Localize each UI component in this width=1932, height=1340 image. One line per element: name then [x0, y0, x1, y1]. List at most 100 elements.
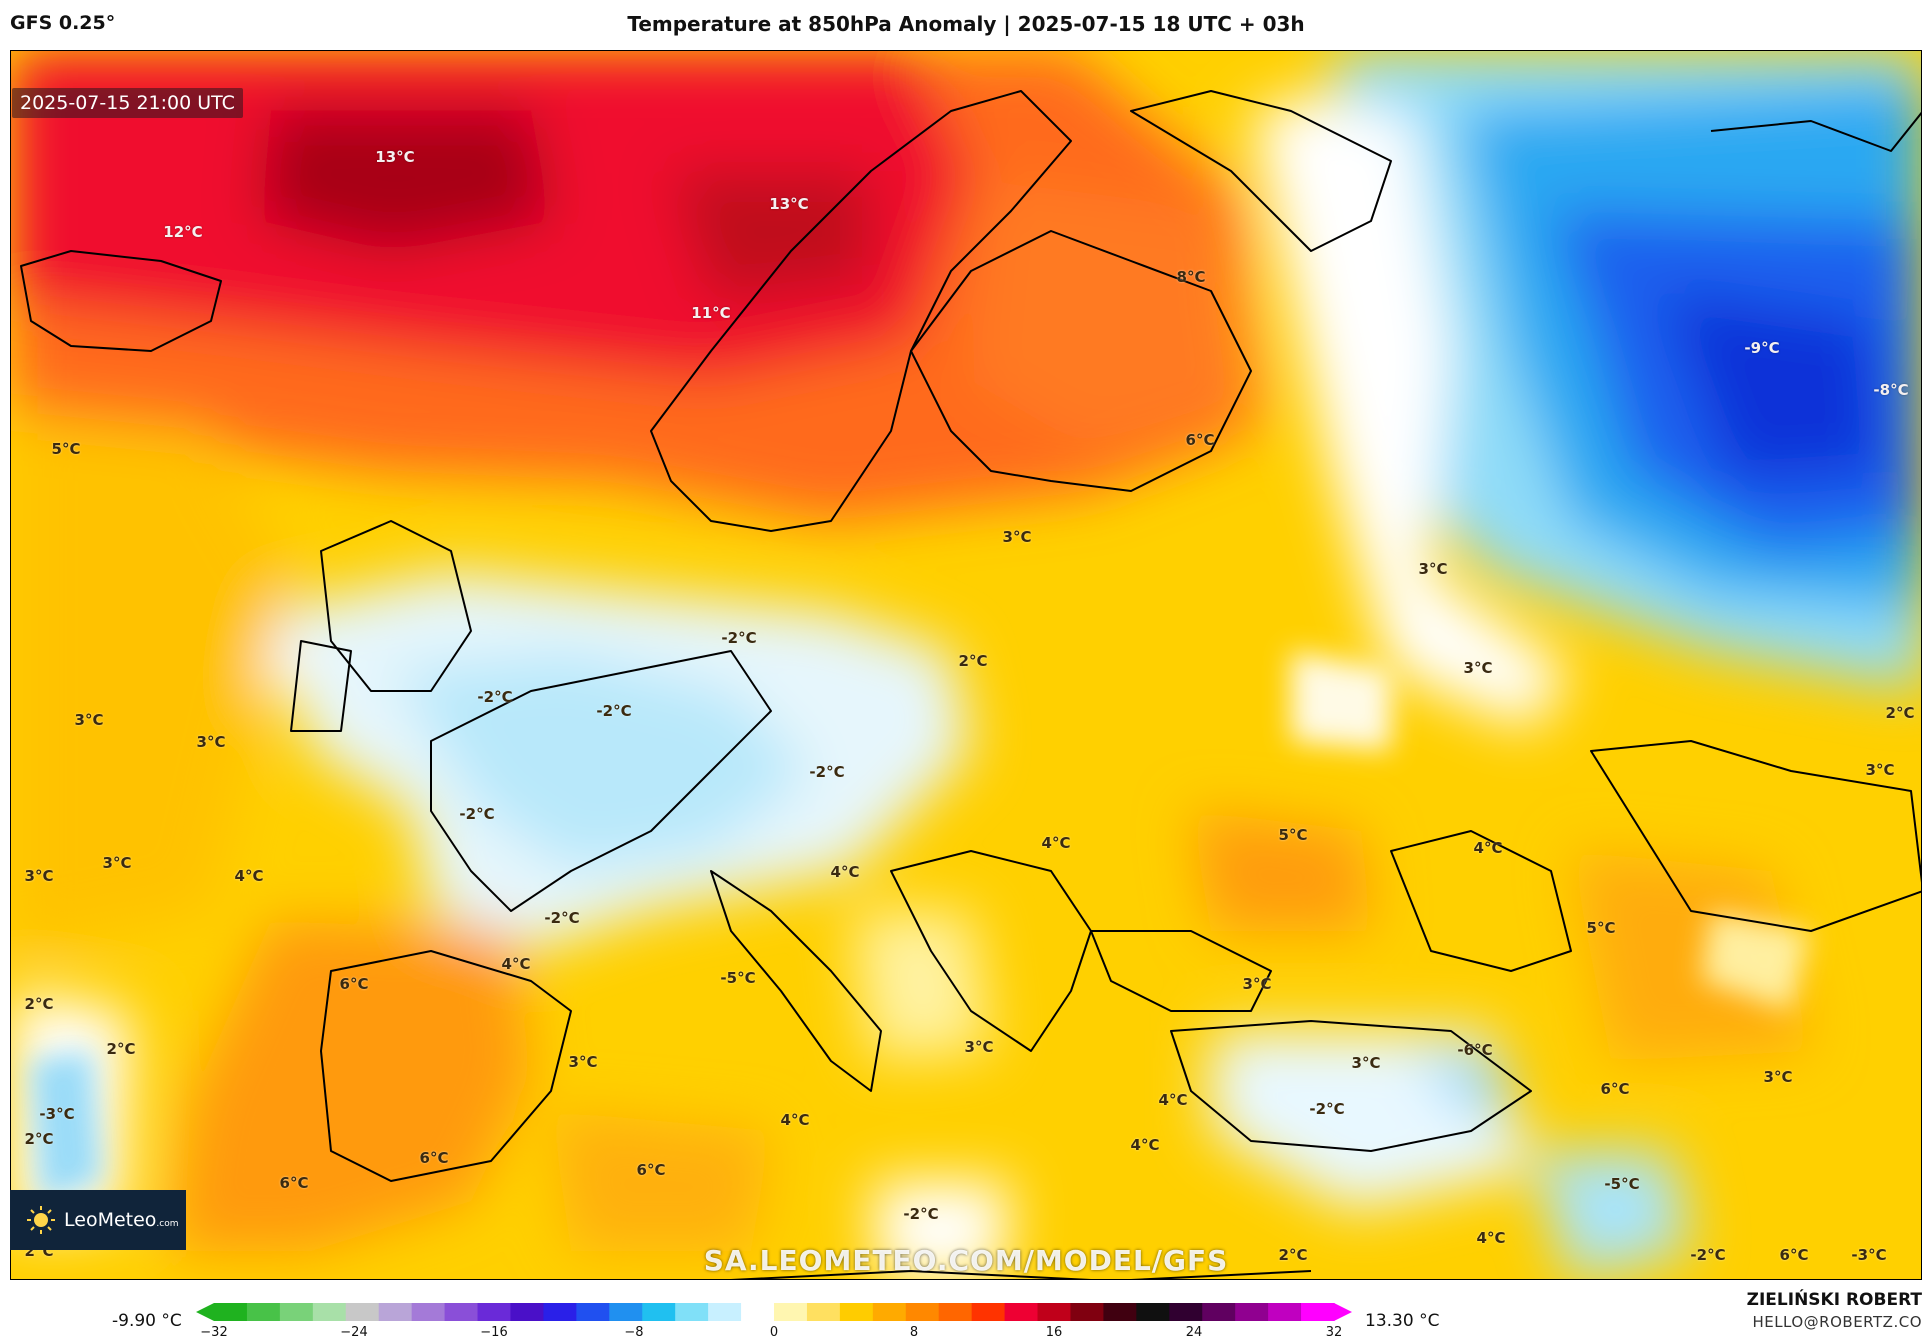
colorbar-cell — [642, 1303, 676, 1321]
contour-label: -2°C — [903, 1205, 939, 1223]
colorbar-cell — [1136, 1303, 1170, 1321]
contour-label: 6°C — [419, 1149, 449, 1167]
contour-label: 12°C — [163, 223, 203, 241]
contour-label: 3°C — [1242, 975, 1272, 993]
colorbar-cell — [214, 1303, 248, 1321]
map-area[interactable]: 13°C 13°C 12°C 11°C 8°C 6°C 5°C -9°C -8°… — [10, 50, 1922, 1280]
contour-label: -2°C — [721, 629, 757, 647]
contour-label: -5°C — [1604, 1175, 1640, 1193]
sun-icon — [27, 1206, 55, 1234]
contour-label: 3°C — [1351, 1054, 1381, 1072]
contour-label: 6°C — [279, 1174, 309, 1192]
contour-label: 5°C — [1586, 919, 1616, 937]
contour-label: 2°C — [958, 652, 988, 670]
logo-text: LeoMeteo.com — [64, 1209, 179, 1231]
colorbar-max-cap — [1334, 1303, 1352, 1321]
contour-label: -2°C — [596, 702, 632, 720]
colorbar-cell — [774, 1303, 808, 1321]
colorbar-min-cap — [196, 1303, 214, 1321]
colorbar-cell — [279, 1303, 314, 1321]
contour-label: 2°C — [106, 1040, 136, 1058]
colorbar-cell — [1169, 1303, 1203, 1321]
contour-label: -2°C — [1690, 1246, 1726, 1264]
contour-label: 3°C — [964, 1038, 994, 1056]
colorbar-cell — [1301, 1303, 1335, 1321]
colorbar-cell — [1004, 1303, 1039, 1321]
contour-label: 3°C — [1002, 528, 1032, 546]
colorbar-cell — [1103, 1303, 1137, 1321]
contour-label: -9°C — [1744, 339, 1780, 357]
contour-label: 3°C — [102, 854, 132, 872]
contour-label: -2°C — [477, 688, 513, 706]
contour-label: 6°C — [339, 975, 369, 993]
contour-label: -2°C — [809, 763, 845, 781]
contour-label: 4°C — [1041, 834, 1071, 852]
contour-label: 2°C — [1278, 1246, 1308, 1264]
colorbar-min-label: -9.90 °C — [112, 1311, 182, 1331]
colorbar-cell — [378, 1303, 413, 1321]
site-watermark: SA.LEOMETEO.COM/MODEL/GFS — [703, 1244, 1229, 1277]
colorbar-cell — [675, 1303, 709, 1321]
contour-label: -3°C — [39, 1105, 75, 1123]
valid-time-badge: 2025-07-15 21:00 UTC — [12, 88, 243, 118]
colorbar-cell — [938, 1303, 973, 1321]
colorbar-cell — [477, 1303, 512, 1321]
colorbar-tick-label: 8 — [909, 1325, 919, 1340]
contour-label: 3°C — [1418, 560, 1448, 578]
colorbar-tick-label: −32 — [200, 1325, 228, 1340]
contour-label: 4°C — [1473, 839, 1503, 857]
contour-label: 3°C — [1865, 761, 1895, 779]
contour-label: 4°C — [234, 867, 264, 885]
colorbar-cell — [708, 1303, 742, 1321]
chart-title: Temperature at 850hPa Anomaly | 2025-07-… — [627, 12, 1305, 36]
colorbar-tick-label: 32 — [1325, 1325, 1343, 1340]
colorbar-tick-label: 0 — [769, 1325, 779, 1340]
contour-label: -5°C — [720, 969, 756, 987]
anomaly-field — [11, 51, 1921, 1279]
contour-label: 11°C — [691, 304, 731, 322]
coastlines — [20, 90, 1921, 1279]
colorbar-cell — [543, 1303, 577, 1321]
colorbar-cell — [1070, 1303, 1105, 1321]
author-name: ZIELIŃSKI ROBERT — [1746, 1290, 1922, 1310]
contour-label: 6°C — [1185, 431, 1215, 449]
contour-label: -3°C — [1851, 1246, 1887, 1264]
colorbar — [196, 1303, 1352, 1321]
colorbar-cell — [872, 1303, 907, 1321]
contour-label: 3°C — [74, 711, 104, 729]
colorbar-cell — [971, 1303, 1006, 1321]
contour-label: 6°C — [1600, 1080, 1630, 1098]
colorbar-cell — [576, 1303, 610, 1321]
contour-label: 3°C — [24, 867, 54, 885]
colorbar-cell — [839, 1303, 874, 1321]
contour-label: 2°C — [24, 1130, 54, 1148]
author-email[interactable]: HELLO@ROBERTZ.CO — [1752, 1313, 1922, 1331]
colorbar-cell — [312, 1303, 347, 1321]
contour-label: 3°C — [568, 1053, 598, 1071]
contour-label: 5°C — [1278, 826, 1308, 844]
colorbar-cell — [246, 1303, 281, 1321]
colorbar-tick-label: −24 — [340, 1325, 368, 1340]
contour-label: -8°C — [1873, 381, 1909, 399]
contour-label: 5°C — [51, 440, 81, 458]
contour-label: 4°C — [780, 1111, 810, 1129]
contour-label: -2°C — [544, 909, 580, 927]
colorbar-cell — [609, 1303, 643, 1321]
colorbar-cell — [806, 1303, 841, 1321]
leometeo-logo[interactable]: LeoMeteo.com — [10, 1190, 186, 1250]
colorbar-cell — [1037, 1303, 1072, 1321]
contour-label: 4°C — [1130, 1136, 1160, 1154]
contour-label: 8°C — [1176, 268, 1206, 286]
contour-label: 13°C — [375, 148, 415, 166]
contour-label: 4°C — [1158, 1091, 1188, 1109]
colorbar-cell — [345, 1303, 380, 1321]
colorbar-tick-label: 24 — [1185, 1325, 1203, 1340]
colorbar-tick-label: −16 — [480, 1325, 508, 1340]
contour-label: -2°C — [459, 805, 495, 823]
contour-label: 3°C — [196, 733, 226, 751]
colorbar-cell — [411, 1303, 446, 1321]
colorbar-cell — [741, 1303, 775, 1321]
colorbar-cell — [444, 1303, 479, 1321]
contour-label: 13°C — [769, 195, 809, 213]
contour-label: 6°C — [1779, 1246, 1809, 1264]
